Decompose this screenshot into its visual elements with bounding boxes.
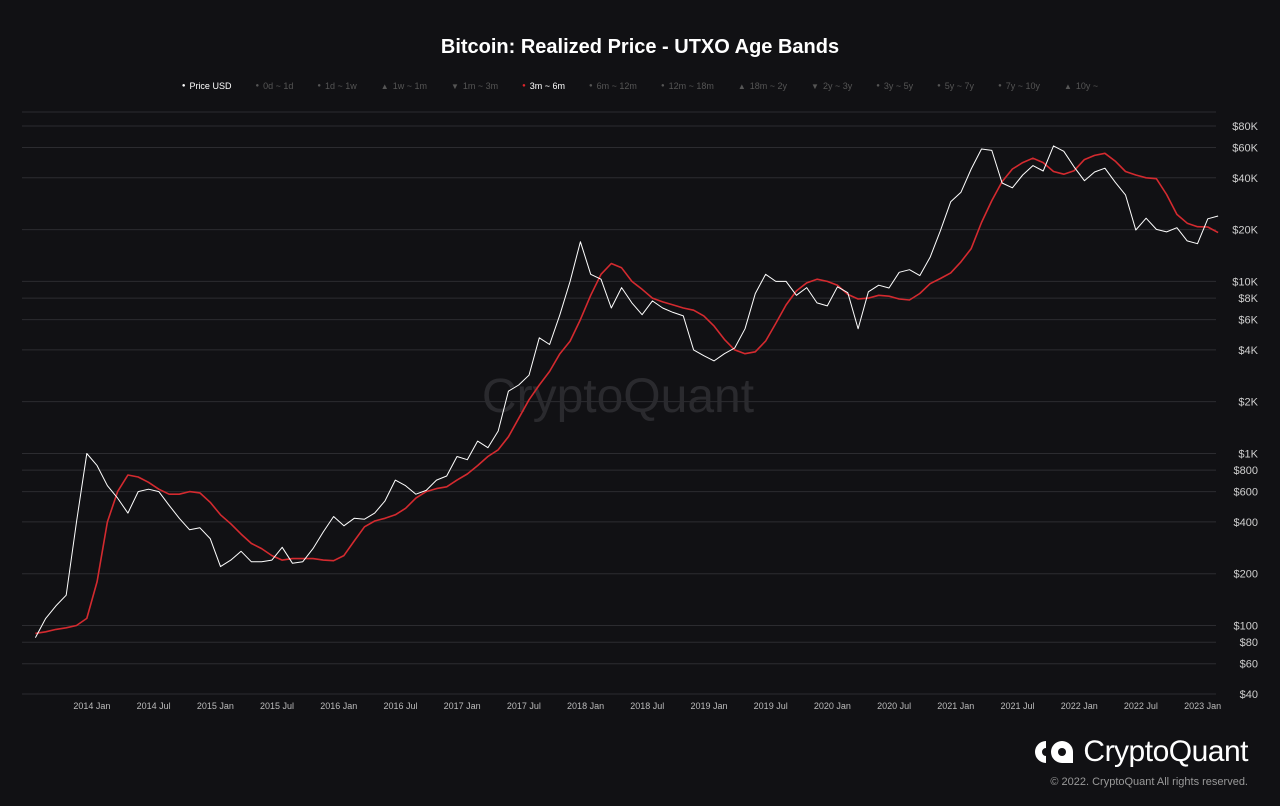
legend-item-0d-1d[interactable]: ● 0d ~ 1d — [255, 81, 293, 91]
grid-lines — [22, 111, 1216, 695]
y-tick-label: $80K — [1232, 121, 1258, 133]
x-tick-label: 2017 Jan — [444, 701, 481, 711]
legend-marker-icon: ▲ — [1063, 81, 1072, 91]
legend-item-18m-2y[interactable]: ▲ 18m ~ 2y — [738, 81, 787, 91]
x-tick-label: 2019 Jul — [754, 701, 788, 711]
brand-logo-text: CryptoQuant — [1083, 735, 1248, 768]
legend-item-3m-6m[interactable]: ● 3m ~ 6m — [522, 81, 565, 91]
x-tick-label: 2020 Jul — [877, 701, 911, 711]
x-tick-label: 2021 Jul — [1000, 701, 1034, 711]
y-axis: $40 $60 $80 $100 $200 $400 $600 $800 $1K $2K $4K $6… — [1232, 121, 1258, 701]
y-tick-label: $40K — [1232, 173, 1258, 185]
legend-marker-icon: ▼ — [450, 81, 459, 91]
legend-marker-icon: ● — [660, 82, 665, 89]
legend-marker-icon: ● — [937, 82, 941, 89]
legend-label: 3y ~ 5y — [883, 81, 914, 91]
series-lines — [34, 145, 1219, 638]
legend-marker-icon: ● — [317, 82, 321, 89]
legend-label: 10y ~ — [1075, 81, 1099, 91]
x-tick-label: 2020 Jan — [814, 701, 851, 711]
legend-item-10y[interactable]: ▲ 10y ~ — [1064, 81, 1098, 91]
legend-label: 1d ~ 1w — [324, 81, 357, 91]
x-tick-label: 2018 Jul — [630, 701, 664, 711]
y-tick-label: $6K — [1238, 315, 1258, 327]
legend-item-5y-7y[interactable]: ● 5y ~ 7y — [937, 81, 974, 91]
y-tick-label: $60K — [1232, 142, 1258, 154]
x-tick-label: 2019 Jan — [690, 701, 727, 711]
y-tick-label: $4K — [1238, 345, 1258, 357]
legend-item-1w-1m[interactable]: ▲ 1w ~ 1m — [381, 81, 427, 91]
y-tick-label: $200 — [1234, 569, 1258, 581]
legend-label: 1m ~ 3m — [462, 81, 499, 91]
x-tick-label: 2015 Jul — [260, 701, 294, 711]
y-tick-label: $600 — [1234, 487, 1258, 499]
x-tick-label: 2018 Jan — [567, 701, 604, 711]
legend-label: 7y ~ 10y — [1005, 81, 1040, 91]
legend-marker-icon: ● — [255, 82, 260, 89]
legend-item-2y-3y[interactable]: ▼ 2y ~ 3y — [811, 81, 852, 91]
y-tick-label: $400 — [1234, 517, 1258, 529]
legend-marker-icon: ● — [998, 82, 1002, 89]
x-tick-label: 2014 Jul — [137, 701, 171, 711]
y-tick-label: $40 — [1240, 689, 1258, 701]
chart-legend: ● Price USD ● 0d ~ 1d ● 1d ~ 1w ▲ 1w ~ 1m ▼ 1m ~ … — [0, 81, 1280, 91]
y-tick-label: $1K — [1238, 448, 1258, 460]
legend-item-1m-3m[interactable]: ▼ 1m ~ 3m — [451, 81, 498, 91]
y-tick-label: $60 — [1240, 659, 1258, 671]
legend-label: 0d ~ 1d — [263, 81, 294, 91]
chart-plot: CryptoQuant $40 $60 $80 $100 $200 $400 $600 $80… — [22, 111, 1259, 711]
x-axis: 2014 Jan 2014 Jul 2015 Jan 2015 Jul 2016 Jan… — [73, 701, 1221, 711]
y-tick-label: $80 — [1240, 637, 1258, 649]
legend-label: 5y ~ 7y — [944, 81, 975, 91]
x-tick-label: 2021 Jan — [937, 701, 974, 711]
legend-marker-icon: ● — [876, 82, 880, 89]
legend-marker-icon: ● — [589, 82, 593, 89]
chart-watermark: CryptoQuant — [482, 370, 754, 423]
legend-marker-icon: ▲ — [737, 81, 746, 91]
legend-item-7y-10y[interactable]: ● 7y ~ 10y — [998, 81, 1040, 91]
chart-title: Bitcoin: Realized Price - UTXO Age Bands — [440, 36, 840, 58]
series-line-price-usd — [34, 145, 1219, 638]
y-tick-label: $8K — [1238, 293, 1258, 305]
legend-marker-icon: ● — [181, 82, 186, 89]
x-tick-label: 2016 Jul — [383, 701, 417, 711]
x-tick-label: 2014 Jan — [73, 701, 110, 711]
y-tick-label: $800 — [1234, 465, 1258, 477]
legend-marker-icon: ● — [522, 82, 526, 89]
legend-marker-icon: ▼ — [811, 81, 819, 91]
brand-logo: CryptoQuant — [1033, 735, 1248, 769]
legend-label: 3m ~ 6m — [529, 81, 566, 91]
x-tick-label: 2023 Jan — [1184, 701, 1221, 711]
x-tick-label: 2017 Jul — [507, 701, 541, 711]
y-tick-label: $2K — [1238, 397, 1258, 409]
x-tick-label: 2016 Jan — [320, 701, 357, 711]
legend-item-12m-18m[interactable]: ● 12m ~ 18m — [661, 81, 714, 91]
legend-label: 6m ~ 12m — [596, 81, 637, 91]
y-tick-label: $10K — [1232, 276, 1258, 288]
legend-label: Price USD — [189, 81, 232, 91]
x-tick-label: 2015 Jan — [197, 701, 234, 711]
legend-item-6m-12m[interactable]: ● 6m ~ 12m — [589, 81, 637, 91]
legend-label: 12m ~ 18m — [668, 81, 714, 91]
cryptoquant-logo-icon — [1035, 741, 1074, 763]
legend-label: 2y ~ 3y — [822, 81, 853, 91]
legend-item-1d-1w[interactable]: ● 1d ~ 1w — [317, 81, 356, 91]
legend-label: 18m ~ 2y — [749, 81, 788, 91]
x-tick-label: 2022 Jul — [1124, 701, 1158, 711]
legend-item-3y-5y[interactable]: ● 3y ~ 5y — [876, 81, 913, 91]
y-tick-label: $100 — [1234, 621, 1258, 633]
legend-label: 1w ~ 1m — [392, 81, 427, 91]
legend-item-price-usd[interactable]: ● Price USD — [182, 81, 232, 91]
copyright-text: © 2022. CryptoQuant All rights reserved. — [1050, 776, 1248, 788]
series-line-3m-6m — [35, 152, 1219, 635]
y-tick-label: $20K — [1232, 225, 1258, 237]
legend-marker-icon: ▲ — [380, 81, 389, 91]
x-tick-label: 2022 Jan — [1061, 701, 1098, 711]
